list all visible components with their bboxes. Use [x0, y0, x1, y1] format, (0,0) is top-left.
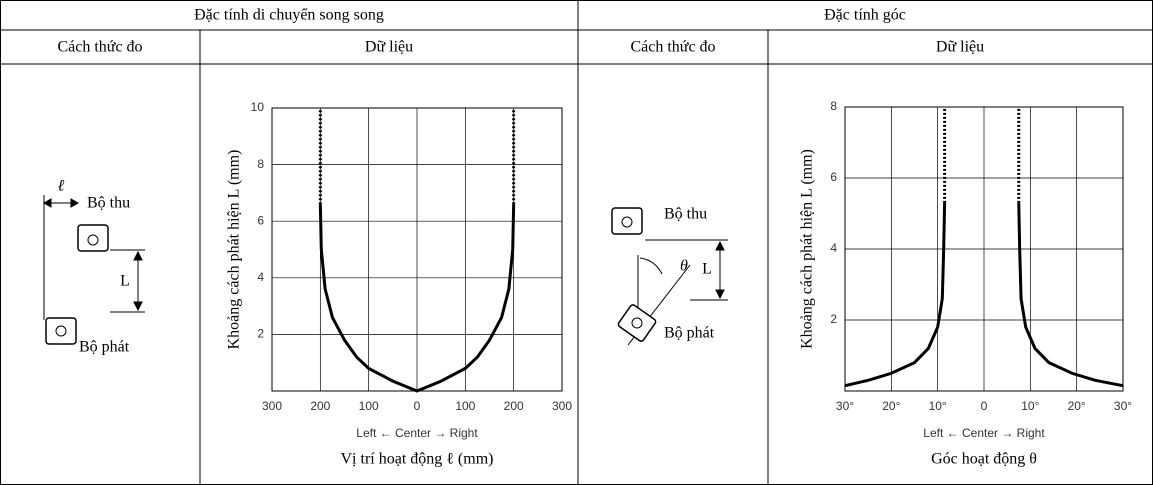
x-tick-label: 20°	[1068, 399, 1086, 413]
x-tick-label: 30°	[1114, 399, 1132, 413]
group-header: Đặc tính góc	[824, 7, 906, 24]
y-tick-label: 2	[830, 312, 837, 326]
x-tick-label: 100	[455, 399, 475, 413]
y-axis-title: Khoảng cách phát hiện L (mm)	[799, 149, 816, 349]
diagram-label: Bộ thu	[87, 195, 130, 212]
y-tick-label: 6	[257, 213, 264, 227]
page: Đặc tính di chuyển song song Đặc tính gó…	[0, 0, 1153, 485]
x-tick-label: 200	[310, 399, 330, 413]
y-tick-label: 2	[257, 327, 264, 341]
x-tick-label: 0	[414, 399, 421, 413]
x-axis-title: Góc hoạt động θ	[931, 451, 1037, 468]
x-tick-label: 30°	[836, 399, 854, 413]
y-tick-label: 4	[257, 270, 264, 284]
group-header: Đặc tính di chuyển song song	[194, 7, 384, 24]
diagram-label: θ	[680, 258, 688, 275]
column-header: Cách thức đo	[57, 39, 142, 56]
x-tick-label: 0	[981, 399, 988, 413]
y-axis-title: Khoảng cách phát hiện L (mm)	[226, 150, 243, 350]
diagram-label: L	[702, 261, 712, 278]
x-tick-label: 200	[504, 399, 524, 413]
y-tick-label: 6	[830, 170, 837, 184]
dotted-curve	[945, 107, 1019, 203]
x-tick-label: 100	[359, 399, 379, 413]
y-tick-label: 8	[257, 157, 264, 171]
parallel-diagram	[44, 195, 145, 344]
x-tick-label: 300	[552, 399, 572, 413]
y-tick-label: 4	[830, 241, 837, 255]
diagram-label: L	[120, 273, 130, 290]
x-tick-label: 20°	[882, 399, 900, 413]
y-tick-label: 8	[830, 99, 837, 113]
y-tick-label: 10	[251, 100, 265, 114]
diagram-label: Bộ thu	[664, 206, 707, 223]
column-header: Dữ liệu	[365, 39, 413, 56]
x-direction: Left ← Center → Right	[923, 426, 1045, 440]
diagram-label: ℓ	[58, 178, 65, 195]
column-header: Cách thức đo	[630, 39, 715, 56]
diagram-label: Bộ phát	[79, 339, 130, 356]
column-header: Dữ liệu	[936, 39, 984, 56]
x-tick-label: 10°	[929, 399, 947, 413]
x-tick-label: 10°	[1021, 399, 1039, 413]
x-tick-label: 300	[262, 399, 282, 413]
x-direction: Left ← Center → Right	[356, 426, 478, 440]
x-axis-title: Vị trí hoạt động ℓ (mm)	[341, 451, 494, 468]
diagram-label: Bộ phát	[664, 325, 715, 342]
